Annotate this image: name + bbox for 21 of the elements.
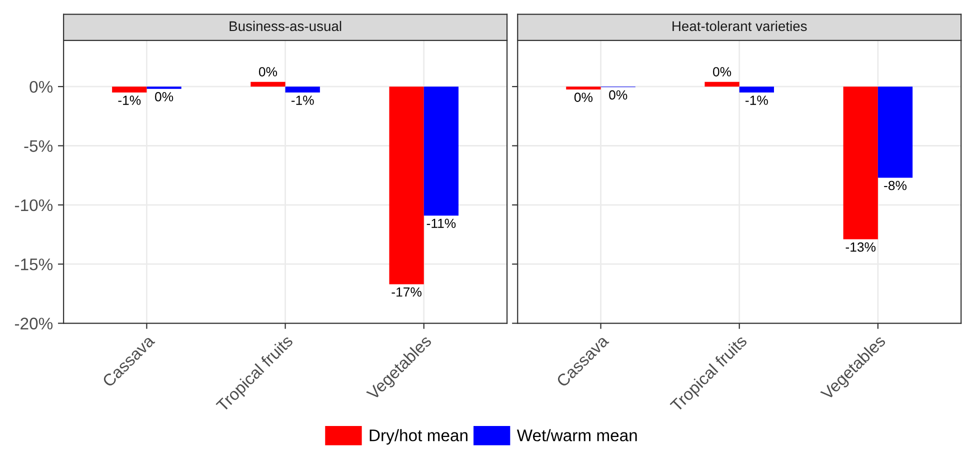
data-label: -13% xyxy=(846,242,876,252)
data-label: 0% xyxy=(713,67,732,76)
chart-title: Heat-tolerant varieties xyxy=(672,20,807,32)
data-label: -1% xyxy=(746,96,768,105)
data-label: 0% xyxy=(155,92,174,102)
data-label: -8% xyxy=(884,180,907,190)
y-tick-label: -10% xyxy=(14,199,53,212)
y-tick-label: -15% xyxy=(14,258,53,270)
y-tick-label: 0% xyxy=(30,80,53,93)
data-label: -1% xyxy=(118,96,141,105)
data-label: 0% xyxy=(609,90,628,100)
chart-title: Business-as-usual xyxy=(230,20,342,32)
legend-label: Dry/hot mean xyxy=(370,429,468,445)
data-label: -1% xyxy=(291,96,314,105)
data-label: -11% xyxy=(426,218,456,228)
legend-label: Wet/warm mean xyxy=(516,429,637,442)
data-label: 0% xyxy=(574,92,593,102)
data-label: 0% xyxy=(258,67,278,76)
y-tick-label: -5% xyxy=(24,140,53,152)
data-label: -17% xyxy=(392,287,422,297)
y-tick-label: -20% xyxy=(14,318,53,330)
